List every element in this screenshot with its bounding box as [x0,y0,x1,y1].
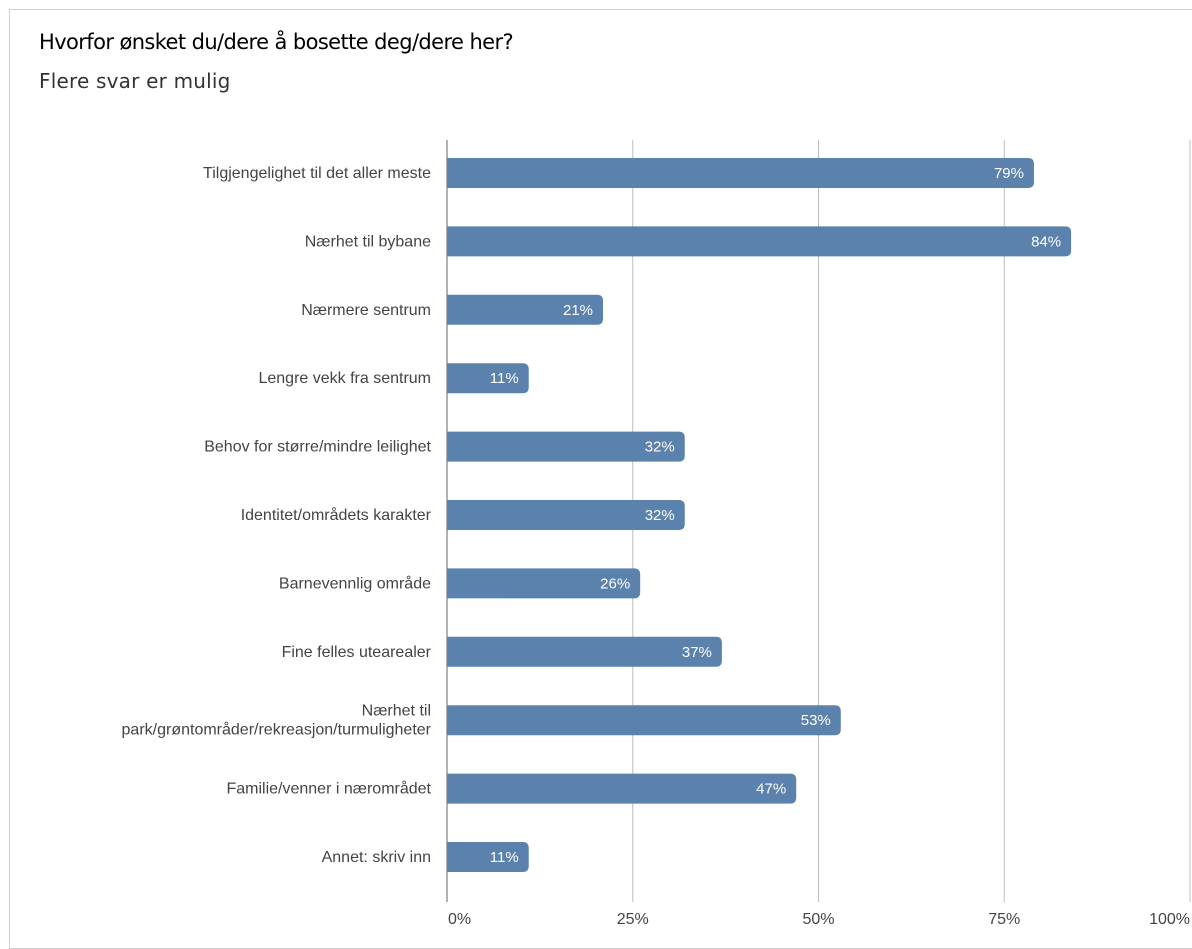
category-label: Familie/venner i nærområdet [226,780,431,798]
category-label: Nærhet til bybane [305,233,431,250]
x-tick-label: 50% [802,911,834,928]
category-label: Nærhet til [362,703,431,720]
category-label: Barnevennlig område [279,574,431,592]
category-label: park/grøntområder/rekreasjon/turmulighet… [122,721,432,739]
category-labels: Tilgjengelighet til det aller meste Nærhe… [122,165,432,866]
bar-value-label: 53% [801,712,831,729]
bar [447,294,604,325]
bar [447,158,1034,188]
bar [447,500,685,530]
category-label: Behov for større/mindre leilighet [204,439,431,456]
category-label: Nærmere sentrum [301,302,431,319]
category-label: Tilgjengelighet til det aller meste [203,165,431,182]
bar [447,363,529,394]
bar-value-label: 32% [645,439,675,456]
category-label: Identitet/områdets karakter [241,506,432,524]
category-label: Fine felles utearealer [282,644,432,661]
category-label: Annet: skriv inn [322,849,431,866]
bars: 79% 84% 21% 11% 32% 32% 26% 37% 53% 47% 11% [447,158,1072,872]
bar [447,773,797,804]
bar [447,568,641,599]
bar-value-label: 21% [563,302,593,319]
chart-subtitle: Flere svar er mulig [39,69,231,93]
category-label: Lengre vekk fra sentrum [258,370,431,387]
chart-title: Hvorfor ønsket du/dere å bosette deg/der… [39,30,514,54]
bar [447,705,841,736]
bar-value-label: 47% [756,781,786,798]
x-tick-label: 100% [1149,911,1190,928]
bar-value-label: 11% [490,849,519,866]
x-tick-label: 0% [448,911,471,928]
bar-value-label: 37% [682,644,712,661]
bar [447,431,685,462]
x-axis-ticks: 0% 25% 50% 75% 100% [448,911,1190,928]
bar-value-label: 32% [645,507,675,524]
bar-value-label: 84% [1031,233,1061,250]
bar [447,842,529,872]
bar-value-label: 26% [600,575,630,592]
x-tick-label: 25% [617,911,649,928]
bar [447,226,1072,257]
bar [447,636,722,667]
x-tick-label: 75% [988,911,1020,928]
bar-value-label: 11% [490,370,519,387]
bar-value-label: 79% [994,165,1024,182]
